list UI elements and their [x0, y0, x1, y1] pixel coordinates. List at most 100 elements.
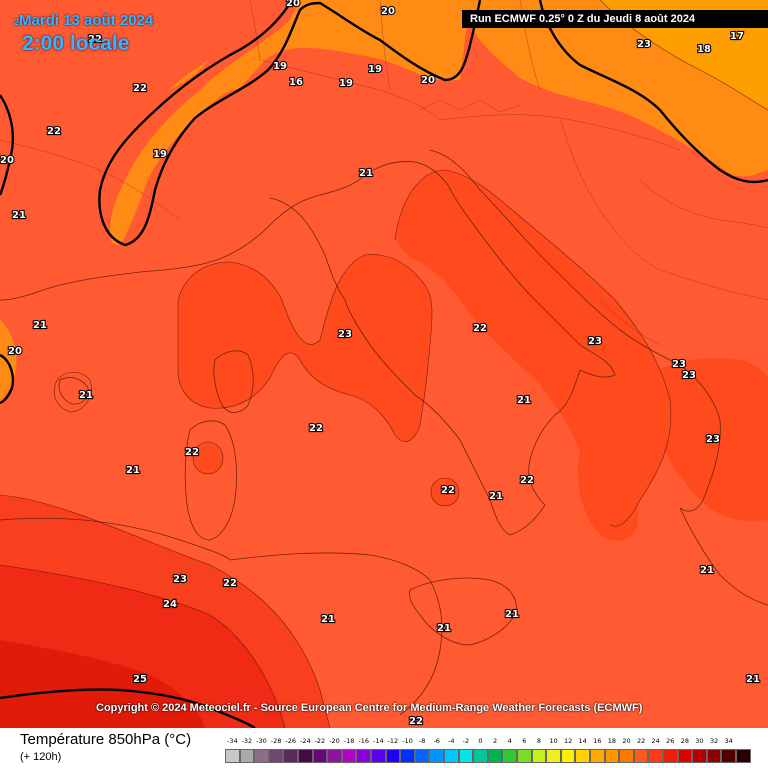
isotherm-labels: 20 22 22 22 20 21 21 20 21 21 23 24 25 2…	[0, 0, 761, 728]
scale-label: -32	[241, 737, 253, 745]
scale-swatch	[458, 749, 474, 763]
scale-swatch	[239, 749, 255, 763]
isotherm-label: 22	[185, 447, 199, 458]
scale-swatch	[692, 749, 707, 763]
scale-swatch	[444, 749, 459, 763]
scale-swatch	[677, 749, 693, 763]
warm-zone-23-balkans	[639, 358, 768, 522]
scale-label: -22	[314, 737, 326, 745]
warm-spot-22-sardinia	[193, 442, 223, 474]
color-scale: -34 -32 -30 -28 -26 -24 -22 -20 -18 -16 -14 -12 -10-…	[225, 737, 751, 763]
forecast-date: 2Mardi 13 août 2024	[14, 12, 153, 31]
isotherm-label: 21	[437, 623, 451, 634]
scale-label: -6	[433, 737, 440, 745]
scale-swatch	[560, 749, 576, 763]
scale-label: 4	[507, 737, 512, 745]
scale-swatch	[400, 749, 415, 763]
scale-label: 30	[695, 737, 704, 745]
scale-swatch	[298, 749, 313, 763]
isotherm-label: 20	[8, 346, 22, 357]
warm-zone-25-sw	[0, 640, 205, 728]
isotherm-label: 19	[273, 61, 287, 72]
isotherm-label: 21	[33, 320, 47, 331]
isotherm-label: 23	[637, 39, 651, 50]
isotherm-thin-lines	[0, 0, 768, 728]
isotherm-label: 20	[0, 155, 14, 166]
scale-swatch	[590, 749, 605, 763]
scale-label: 0	[478, 737, 483, 745]
scale-swatch	[429, 749, 444, 763]
scale-swatch	[663, 749, 678, 763]
scale-label: 2	[493, 737, 498, 745]
legend-subtitle: (+ 120h)	[20, 751, 62, 763]
scale-label: -16	[358, 737, 369, 745]
scale-swatch	[546, 749, 561, 763]
cool-zone-19-alps	[99, 0, 470, 245]
date-prefix: 2	[14, 17, 20, 27]
isotherm-label: 21	[359, 168, 373, 179]
scale-swatch	[721, 749, 736, 763]
scale-label: -30	[256, 737, 267, 745]
isotherm-label: 21	[489, 491, 503, 502]
isotherm-label: 22	[409, 716, 423, 727]
scale-label: -18	[343, 737, 355, 745]
isotherm-label: 22	[441, 485, 455, 496]
isotherm-20-lines	[0, 0, 768, 728]
isotherm-label: 23	[682, 370, 696, 381]
isotherm-label: 24	[163, 599, 177, 610]
scale-swatch	[736, 749, 751, 763]
isotherm-label: 23	[706, 434, 720, 445]
scale-swatch	[502, 749, 517, 763]
isotherm-label: 21	[126, 465, 140, 476]
isotherm-label: 22	[223, 578, 237, 589]
scale-swatch	[517, 749, 532, 763]
scale-label: -8	[418, 737, 426, 745]
scale-swatch	[312, 749, 328, 763]
isotherm-label: 19	[339, 78, 353, 89]
scale-label: 18	[607, 737, 617, 745]
scale-swatch	[575, 749, 590, 763]
isotherm-label: 22	[88, 34, 102, 45]
borders	[0, 0, 768, 346]
scale-label: -34	[226, 737, 238, 745]
isotherm-label: 22	[473, 323, 487, 334]
scale-label: 20	[622, 737, 631, 745]
isotherm-label: 21	[321, 614, 335, 625]
scale-swatch	[356, 749, 371, 763]
scale-swatch	[619, 749, 634, 763]
isotherm-label: 22	[133, 83, 147, 94]
isotherm-label: 22	[520, 475, 534, 486]
warm-spot-22-tyrrhenian	[431, 478, 459, 506]
scale-swatch	[633, 749, 649, 763]
isotherm-label: 22	[309, 423, 323, 434]
scale-label: -20	[329, 737, 340, 745]
isotherm-label: 16	[289, 77, 303, 88]
isotherm-label: 21	[505, 609, 519, 620]
scale-label: -24	[299, 737, 311, 745]
scale-swatch	[254, 749, 269, 763]
scale-swatch	[706, 749, 722, 763]
scale-swatch	[225, 749, 240, 763]
scale-label: 32	[709, 737, 719, 745]
scale-label: -14	[372, 737, 384, 745]
isotherm-label: 21	[517, 395, 531, 406]
isotherm-label: 21	[700, 565, 714, 576]
scale-swatch	[341, 749, 357, 763]
isotherm-label: 20	[381, 6, 395, 17]
scale-swatch	[648, 749, 663, 763]
isotherm-label: 23	[588, 336, 602, 347]
scale-label: 14	[578, 737, 587, 745]
date-text: Mardi 13 août 2024	[19, 12, 154, 29]
scale-label: -10	[402, 737, 413, 745]
isotherm-label: 25	[133, 674, 147, 685]
isotherm-label: 21	[12, 210, 26, 221]
scale-swatch	[487, 749, 503, 763]
isotherm-label: 23	[173, 574, 187, 585]
scale-label: 8	[536, 737, 541, 745]
scale-swatch	[414, 749, 430, 763]
cool-zone-20-alps	[100, 60, 260, 245]
warm-pocket-22-nw	[0, 0, 300, 248]
scale-label: -2	[462, 737, 470, 745]
scale-label: 16	[593, 737, 602, 745]
run-info: Run ECMWF 0.25° 0 Z du Jeudi 8 août 2024	[462, 10, 768, 28]
